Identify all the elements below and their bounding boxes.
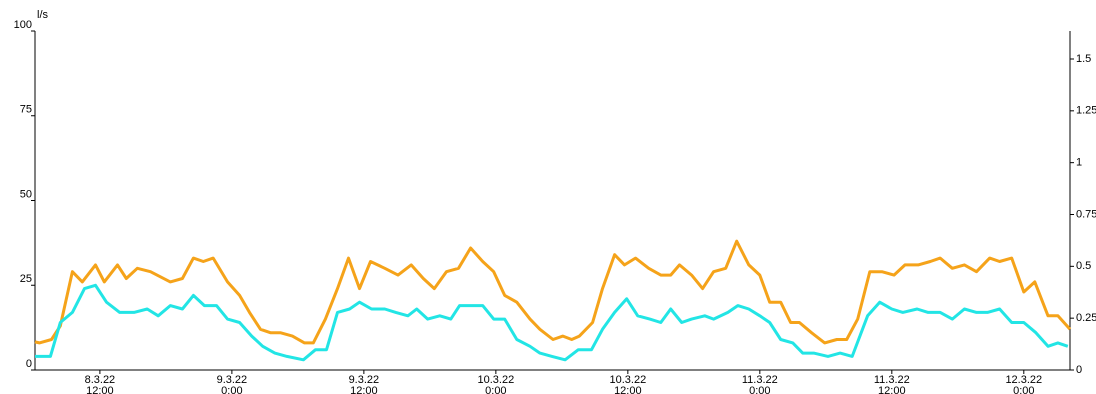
x-tick-label-line: 0:00 xyxy=(749,385,770,394)
y2-tick-label: 0.5 xyxy=(1076,260,1091,272)
x-tick-label-line: 9.3.22 xyxy=(349,374,380,386)
x-tick-label-line: 12:00 xyxy=(86,385,114,394)
x-tick-label: 9.3.22 12:00 xyxy=(349,374,380,394)
x-tick-label-line: 9.3.22 xyxy=(217,374,248,386)
y2-tick-label: 0.25 xyxy=(1076,312,1096,324)
x-tick-label-line: 0:00 xyxy=(221,385,242,394)
y-tick-label: 25 xyxy=(20,273,32,285)
y2-tick-label: 1.5 xyxy=(1076,53,1091,65)
x-tick-label: 12.3.22 0:00 xyxy=(1005,374,1042,394)
y-tick-label: 0 xyxy=(26,358,32,370)
x-tick-label-line: 11.3.22 xyxy=(874,374,910,386)
x-tick-label-line: 8.3.22 xyxy=(85,374,116,386)
x-tick-label: 8.3.22 12:00 xyxy=(85,374,116,394)
x-tick-label: 11.3.22 12:00 xyxy=(874,374,910,394)
x-tick-label-line: 10.3.22 xyxy=(609,374,646,386)
x-tick-label-line: 10.3.22 xyxy=(478,374,515,386)
x-tick-label: 10.3.22 12:00 xyxy=(609,374,646,394)
series-line xyxy=(35,283,1069,362)
x-tick-label: 10.3.22 0:00 xyxy=(478,374,515,394)
x-tick-label-line: 0:00 xyxy=(1013,385,1034,394)
x-tick-label: 9.3.22 0:00 xyxy=(217,374,248,394)
x-tick-label-line: 12.3.22 xyxy=(1005,374,1042,386)
y2-tick-label: 0.75 xyxy=(1076,208,1096,220)
x-tick-label-line: 12:00 xyxy=(614,385,642,394)
x-tick-label-line: 12:00 xyxy=(878,385,906,394)
x-tick-label-line: 11.3.22 xyxy=(742,374,778,386)
y2-tick-label: 0 xyxy=(1076,364,1082,376)
x-tick-label-line: 12:00 xyxy=(350,385,378,394)
x-tick-label-line: 0:00 xyxy=(485,385,506,394)
y-axis-label: l/s xyxy=(37,9,49,21)
y-tick-label: 100 xyxy=(14,19,32,31)
x-tick-label: 11.3.22 0:00 xyxy=(742,374,778,394)
series-line xyxy=(34,239,1072,345)
y-tick-label: 75 xyxy=(20,104,32,116)
y2-tick-label: 1 xyxy=(1076,157,1082,169)
y2-tick-label: 1.25 xyxy=(1076,105,1096,117)
y-tick-label: 50 xyxy=(20,188,32,200)
